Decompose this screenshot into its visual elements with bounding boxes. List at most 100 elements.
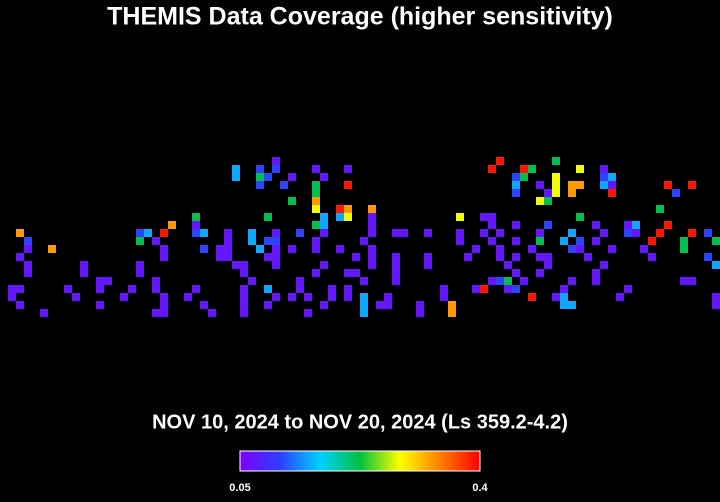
coverage-cell — [240, 261, 248, 269]
coverage-cell — [320, 261, 328, 269]
coverage-cell — [352, 269, 360, 277]
coverage-cell — [512, 181, 520, 189]
coverage-cell — [632, 229, 640, 237]
coverage-cell — [344, 269, 352, 277]
coverage-cell — [712, 237, 720, 245]
coverage-cell — [568, 277, 576, 285]
coverage-cell — [272, 229, 280, 237]
coverage-cell — [192, 221, 200, 229]
chart-title: THEMIS Data Coverage (higher sensitivity… — [107, 3, 613, 31]
coverage-cell — [384, 301, 392, 309]
coverage-cell — [496, 157, 504, 165]
coverage-cell — [568, 189, 576, 197]
coverage-cell — [664, 181, 672, 189]
coverage-cell — [240, 301, 248, 309]
coverage-cell — [424, 229, 432, 237]
coverage-cell — [152, 285, 160, 293]
coverage-cell — [360, 277, 368, 285]
coverage-cell — [256, 245, 264, 253]
colorbar-tick-label: 0.4 — [472, 482, 488, 494]
coverage-cell — [104, 277, 112, 285]
coverage-cell — [368, 253, 376, 261]
coverage-cell — [544, 189, 552, 197]
coverage-cell — [440, 293, 448, 301]
coverage-cell — [440, 285, 448, 293]
coverage-cell — [528, 293, 536, 301]
coverage-cell — [16, 285, 24, 293]
coverage-cell — [216, 245, 224, 253]
coverage-cell — [512, 189, 520, 197]
coverage-cell — [24, 237, 32, 245]
coverage-cell — [320, 173, 328, 181]
coverage-cell — [256, 173, 264, 181]
coverage-cell — [192, 213, 200, 221]
coverage-cell — [40, 309, 48, 317]
coverage-cell — [488, 221, 496, 229]
coverage-cell — [568, 301, 576, 309]
coverage-cell — [504, 261, 512, 269]
coverage-cell — [592, 269, 600, 277]
coverage-cell — [8, 293, 16, 301]
coverage-cell — [336, 213, 344, 221]
coverage-cell — [312, 165, 320, 173]
coverage-cell — [624, 221, 632, 229]
coverage-cell — [512, 221, 520, 229]
coverage-cell — [304, 293, 312, 301]
coverage-cell — [320, 301, 328, 309]
coverage-cell — [360, 293, 368, 301]
coverage-cell — [576, 165, 584, 173]
coverage-cell — [264, 213, 272, 221]
coverage-cell — [16, 253, 24, 261]
coverage-cell — [656, 229, 664, 237]
coverage-cell — [320, 229, 328, 237]
coverage-cell — [392, 229, 400, 237]
coverage-cell — [128, 285, 136, 293]
coverage-cell — [312, 197, 320, 205]
coverage-cell — [160, 229, 168, 237]
coverage-cell — [416, 301, 424, 309]
coverage-cell — [544, 261, 552, 269]
coverage-cell — [688, 181, 696, 189]
coverage-cell — [192, 285, 200, 293]
coverage-cell — [552, 181, 560, 189]
coverage-cell — [368, 221, 376, 229]
coverage-cell — [280, 181, 288, 189]
coverage-cell — [208, 309, 216, 317]
coverage-cell — [552, 189, 560, 197]
coverage-cell — [512, 269, 520, 277]
coverage-cell — [376, 301, 384, 309]
coverage-cell — [608, 245, 616, 253]
coverage-cell — [608, 173, 616, 181]
coverage-cell — [16, 301, 24, 309]
coverage-cell — [336, 205, 344, 213]
coverage-cell — [600, 165, 608, 173]
coverage-cell — [344, 165, 352, 173]
coverage-cell — [96, 277, 104, 285]
coverage-cell — [448, 301, 456, 309]
coverage-cell — [600, 173, 608, 181]
coverage-cell — [272, 293, 280, 301]
coverage-cell — [160, 245, 168, 253]
coverage-cell — [480, 285, 488, 293]
coverage-cell — [272, 237, 280, 245]
coverage-cell — [680, 277, 688, 285]
coverage-cell — [472, 245, 480, 253]
coverage-cell — [256, 165, 264, 173]
coverage-cell — [240, 269, 248, 277]
coverage-cell — [168, 221, 176, 229]
coverage-cell — [456, 213, 464, 221]
coverage-cell — [456, 229, 464, 237]
coverage-cell — [576, 237, 584, 245]
coverage-cell — [480, 213, 488, 221]
coverage-cell — [224, 253, 232, 261]
coverage-cell — [528, 165, 536, 173]
coverage-cell — [560, 301, 568, 309]
coverage-cell — [448, 309, 456, 317]
coverage-cell — [304, 309, 312, 317]
coverage-cell — [344, 285, 352, 293]
coverage-cell — [272, 261, 280, 269]
coverage-cell — [608, 181, 616, 189]
coverage-cell — [64, 285, 72, 293]
